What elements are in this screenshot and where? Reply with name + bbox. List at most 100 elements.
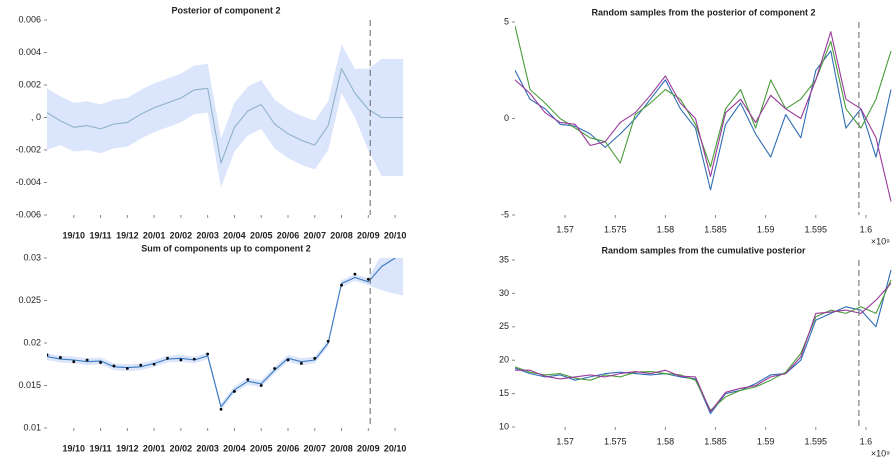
series-line: [47, 258, 397, 408]
y-tick-label: 0: [504, 113, 509, 123]
observation-dot: [192, 357, 196, 361]
series-line: [515, 283, 892, 413]
observation-dot: [206, 352, 210, 356]
x-tick-label: 19/10: [63, 443, 86, 453]
x-tick-label: 1.59: [757, 436, 775, 446]
observation-dot: [125, 367, 129, 370]
subplot: Posterior of component 2 -0.006 -0.004 -0.0…: [15, 5, 406, 240]
x-tick-label: 20/02: [170, 443, 193, 453]
x-tick-label: 19/11: [90, 230, 112, 240]
chart-title: Sum of components up to component 2: [141, 243, 311, 253]
plot-area: [47, 258, 404, 411]
y-tick-label: -5: [501, 209, 509, 219]
subplot: Random samples from the posterior of com…: [501, 7, 892, 246]
observation-dot: [233, 390, 236, 393]
y-tick-label: 10: [499, 421, 509, 431]
y-tick-label: -0.002: [15, 144, 41, 154]
y-tick-label: 0.01: [23, 422, 41, 432]
y-tick-label: 0.02: [23, 337, 41, 347]
chart-title: Random samples from the posterior of com…: [591, 7, 815, 17]
y-tick-label: 5: [504, 16, 509, 26]
observation-dot: [112, 364, 116, 368]
y-tick-label: 0.015: [18, 380, 41, 390]
observation-dot: [340, 283, 343, 287]
plot-area: [515, 25, 892, 202]
x-tick-label: 1.59: [757, 224, 775, 234]
series-line: [47, 68, 404, 164]
x-offset-label: ×10⁹: [871, 236, 890, 246]
x-tick-label: 1.595: [805, 436, 828, 446]
observation-dot: [58, 356, 62, 359]
observation-dot: [326, 339, 330, 343]
y-tick-label: 15: [499, 388, 509, 398]
y-tick-label: , 0: [31, 112, 41, 122]
x-tick-label: 20/07: [303, 230, 326, 240]
observation-dot: [313, 356, 317, 360]
x-tick-label: 1.585: [704, 436, 727, 446]
x-tick-label: 20/06: [277, 230, 300, 240]
x-tick-label: 20/04: [223, 443, 246, 453]
y-tick-label: 0.025: [18, 295, 41, 305]
observation-dot: [139, 363, 143, 367]
x-tick-label: 1.57: [556, 436, 574, 446]
x-tick-label: 1.585: [704, 224, 727, 234]
observation-dot: [99, 361, 102, 364]
y-tick-label: -0.004: [15, 177, 41, 187]
series-line: [515, 31, 892, 202]
x-tick-label: 20/09: [357, 230, 380, 240]
x-tick-label: 1.6: [860, 436, 873, 446]
x-tick-label: 20/09: [357, 443, 380, 453]
x-tick-label: 1.575: [604, 436, 627, 446]
observation-dot: [47, 353, 49, 357]
x-tick-label: 20/08: [330, 230, 353, 240]
subplot: Sum of components up to component 2 0.01 0…: [18, 243, 406, 453]
observation-dot: [152, 362, 156, 366]
observation-dot: [286, 358, 290, 362]
y-tick-label: 30: [499, 288, 509, 298]
x-tick-label: 1.58: [657, 224, 675, 234]
plot-area: [515, 269, 892, 415]
x-tick-label: 1.575: [604, 224, 627, 234]
x-tick-label: 20/03: [196, 230, 219, 240]
x-tick-label: 20/06: [277, 443, 300, 453]
x-tick-label: 19/11: [90, 443, 112, 453]
x-tick-label: 19/12: [116, 443, 139, 453]
observation-dot: [246, 378, 250, 381]
x-tick-label: 20/07: [303, 443, 326, 453]
x-tick-label: 1.57: [556, 224, 574, 234]
series-line: [515, 279, 892, 411]
observation-dot: [166, 356, 169, 360]
observation-dot: [299, 362, 303, 365]
plot-area: [47, 44, 404, 188]
x-tick-label: 20/10: [384, 443, 407, 453]
y-tick-label: 20: [499, 355, 509, 365]
observation-dot: [179, 358, 183, 362]
x-tick-label: 20/01: [143, 230, 166, 240]
observation-dot: [219, 407, 223, 411]
x-tick-label: 20/04: [223, 230, 246, 240]
observation-dot: [273, 367, 276, 370]
y-tick-label: 0.03: [23, 252, 41, 262]
chart-title: Random samples from the cumulative poste…: [601, 245, 806, 255]
x-offset-label: ×10⁹: [871, 448, 890, 458]
series-line: [515, 50, 892, 191]
y-tick-label: 25: [499, 321, 509, 331]
y-tick-label: 0.002: [18, 79, 41, 89]
observation-dot: [259, 384, 263, 387]
chart-title: Posterior of component 2: [171, 5, 280, 15]
observation-dot: [72, 360, 76, 364]
observation-dot: [366, 277, 370, 281]
x-tick-label: 20/10: [384, 230, 407, 240]
y-tick-label: 0.006: [18, 14, 41, 24]
x-tick-label: 20/05: [250, 443, 273, 453]
x-tick-label: 1.6: [860, 224, 873, 234]
x-tick-label: 19/12: [116, 230, 139, 240]
x-tick-label: 1.58: [657, 436, 675, 446]
x-tick-label: 20/08: [330, 443, 353, 453]
confidence-band: [47, 44, 404, 188]
y-tick-label: 35: [499, 254, 509, 264]
x-tick-label: 1.595: [805, 224, 828, 234]
subplot: Random samples from the cumulative poste…: [499, 245, 892, 458]
x-tick-label: 20/03: [196, 443, 219, 453]
